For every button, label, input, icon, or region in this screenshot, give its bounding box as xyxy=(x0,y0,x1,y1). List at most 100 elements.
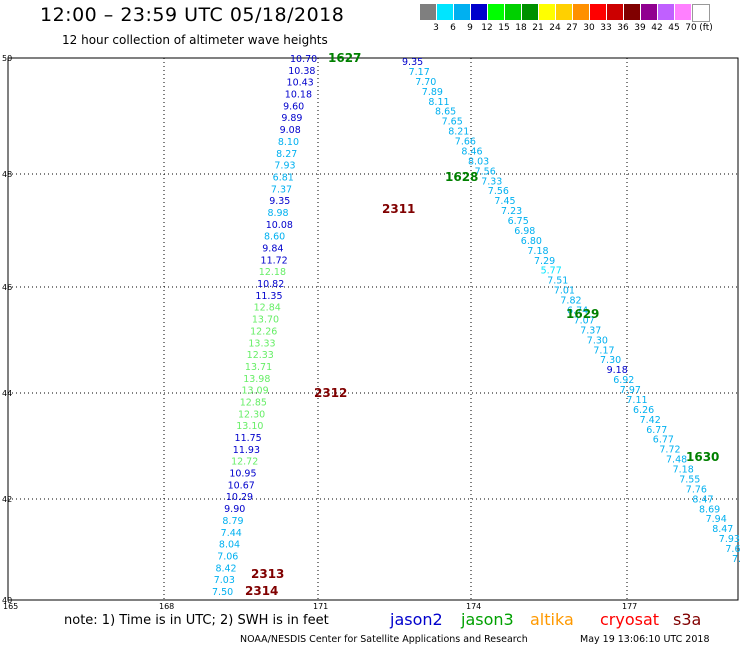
colorbar-label: 27 xyxy=(566,23,578,33)
colorbar-swatch xyxy=(675,4,691,20)
colorbar-swatch xyxy=(590,4,606,20)
track-a-value: 9.90 xyxy=(224,504,245,515)
generated-time: May 19 13:06:10 UTC 2018 xyxy=(580,634,710,645)
track-b-value: 7.07 xyxy=(574,315,595,326)
lat-label: 44 xyxy=(2,389,12,398)
track-b-value: 7.33 xyxy=(481,176,502,187)
colorbar-swatch xyxy=(624,4,640,20)
track-b-value: 7.45 xyxy=(494,196,515,207)
track-b-value: 7.23 xyxy=(501,206,522,217)
track-b-value: 7.55 xyxy=(679,474,700,485)
colorbar-label: 6 xyxy=(450,23,456,33)
track-b-value: 9.18 xyxy=(607,365,628,376)
track-b-value: 6.26 xyxy=(633,405,654,416)
track-id-label: 1629 xyxy=(566,307,599,321)
units-note: note: 1) Time is in UTC; 2) SWH is in fe… xyxy=(64,613,329,628)
track-b-value: 7.01 xyxy=(554,286,575,297)
track-b-value: 7.82 xyxy=(560,296,581,307)
lat-label: 42 xyxy=(2,495,12,504)
track-id-label: 2311 xyxy=(382,202,415,216)
colorbar-label: 21 xyxy=(532,23,544,33)
track-b-value: 7. xyxy=(732,554,740,565)
track-a-value: 8.98 xyxy=(267,208,288,219)
track-b-value: 6.77 xyxy=(646,425,667,436)
track-b-value: 7.51 xyxy=(547,276,568,287)
colorbar-swatch xyxy=(539,4,555,20)
colorbar-swatch xyxy=(607,4,623,20)
colorbar-label: 3 xyxy=(433,23,439,33)
track-id-label: 2313 xyxy=(251,567,284,581)
track-a-value: 13.98 xyxy=(243,374,270,385)
track-b-value: 7.97 xyxy=(620,385,641,396)
colorbar-label: 45 xyxy=(668,23,680,33)
lon-label: 177 xyxy=(622,602,637,611)
track-a-value: 10.38 xyxy=(288,66,315,77)
track-b-value: 8.69 xyxy=(699,504,720,515)
track-b-value: 8.47 xyxy=(712,524,733,535)
track-a-value: 12.18 xyxy=(259,267,286,278)
colorbar-label: 33 xyxy=(600,23,612,33)
track-a-value: 11.35 xyxy=(255,291,282,302)
track-a-value: 8.10 xyxy=(278,137,299,148)
track-a-value: 10.70 xyxy=(290,54,317,65)
track-b-value: 6.80 xyxy=(521,236,542,247)
legend-altika: altika xyxy=(530,610,574,629)
track-b-value: 7.18 xyxy=(673,465,694,476)
track-a-value: 10.43 xyxy=(287,78,314,89)
lon-label: 165 xyxy=(3,602,18,611)
track-a-value: 10.67 xyxy=(228,480,255,491)
track-a-value: 12.85 xyxy=(240,397,267,408)
track-b-value: 8.46 xyxy=(461,146,482,157)
track-a-value: 9.60 xyxy=(283,101,304,112)
colorbar-swatch xyxy=(573,4,589,20)
legend-jason3: jason3 xyxy=(461,610,514,629)
colorbar-label: 24 xyxy=(549,23,561,33)
legend-cryosat: cryosat xyxy=(600,610,660,629)
track-a-value: 7.03 xyxy=(214,575,235,586)
credit-text: NOAA/NESDIS Center for Satellite Applica… xyxy=(240,634,528,645)
lon-label: 174 xyxy=(466,602,481,611)
lon-label: 171 xyxy=(313,602,328,611)
track-a-value: 10.08 xyxy=(266,220,293,231)
track-a-value: 8.04 xyxy=(219,540,240,551)
track-a-value: 9.84 xyxy=(262,244,283,255)
track-b-value: 7.30 xyxy=(587,335,608,346)
track-a-value: 8.42 xyxy=(215,563,236,574)
colorbar-label: 12 xyxy=(481,23,493,33)
track-b-value: 7.42 xyxy=(640,415,661,426)
track-b-value: 6.77 xyxy=(653,435,674,446)
track-a-value: 11.93 xyxy=(233,445,260,456)
track-b-value: 7.56 xyxy=(475,166,496,177)
track-b-value: 6.75 xyxy=(508,216,529,227)
track-b-value: 7.17 xyxy=(593,345,614,356)
colorbar-label: 15 xyxy=(498,23,510,33)
colorbar-swatch xyxy=(454,4,470,20)
map-title: 12:00 – 23:59 UTC 05/18/2018 xyxy=(40,4,345,26)
track-a-value: 8.79 xyxy=(222,516,243,527)
colorbar-label: 18 xyxy=(515,23,527,33)
track-b-value: 8.11 xyxy=(428,97,449,108)
colorbar-unit: (ft) xyxy=(699,23,713,33)
track-b-value: 7.11 xyxy=(626,395,647,406)
track-b-value: 7.29 xyxy=(534,256,555,267)
track-a-value: 8.60 xyxy=(264,232,285,243)
track-b-value: 7.66 xyxy=(455,137,476,148)
track-id-label: 2314 xyxy=(245,584,278,598)
track-b-value: 7.17 xyxy=(409,67,430,78)
track-a-value: 11.72 xyxy=(261,255,288,266)
track-b-value: 7.48 xyxy=(666,455,687,466)
colorbar-label: 39 xyxy=(634,23,646,33)
colorbar-label: 30 xyxy=(583,23,595,33)
track-a-value: 10.18 xyxy=(285,90,312,101)
track-a-value: 9.08 xyxy=(280,125,301,136)
colorbar-swatch xyxy=(437,4,453,20)
lat-label: 46 xyxy=(2,283,12,292)
track-b-value: 6.92 xyxy=(613,375,634,386)
map-frame xyxy=(7,57,739,601)
track-id-label: 1630 xyxy=(686,450,719,464)
colorbar-label: 9 xyxy=(467,23,473,33)
track-a-value: 12.30 xyxy=(238,409,265,420)
track-a-value: 7.06 xyxy=(217,551,238,562)
track-a-value: 10.29 xyxy=(226,492,253,503)
